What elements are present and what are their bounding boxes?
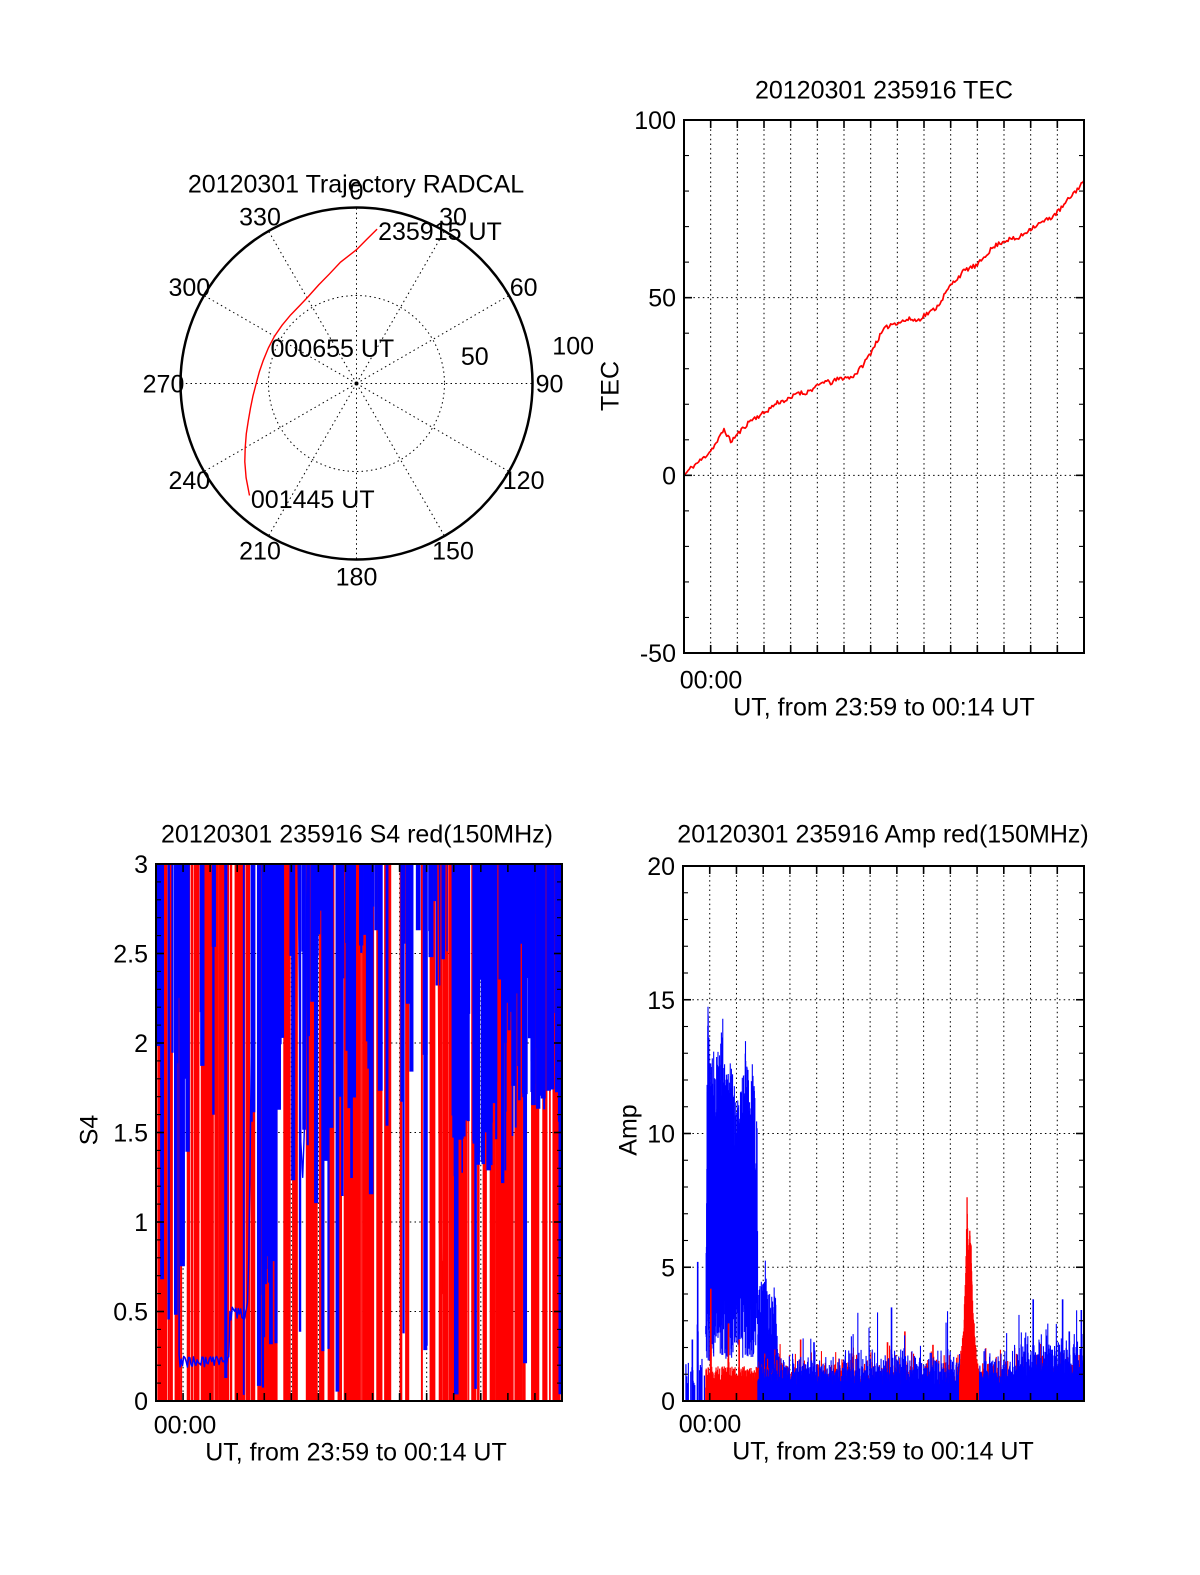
s4-ylabel: S4: [75, 1114, 104, 1146]
trajectory-line: [244, 228, 378, 496]
azimuth-tick-label: 210: [239, 538, 281, 566]
amp-ytick-label: 5: [661, 1254, 675, 1282]
s4-data: [157, 865, 561, 1400]
azimuth-tick-label: 270: [143, 371, 185, 399]
azimuth-tick-label: 120: [503, 467, 545, 495]
polar-center-marker: [354, 381, 359, 386]
tec-ytick-label: 100: [634, 107, 676, 135]
amp-xlabel: UT, from 23:59 to 00:14 UT: [732, 1437, 1034, 1466]
radial-tick-label: 100: [552, 332, 594, 360]
s4-xlabel: UT, from 23:59 to 00:14 UT: [205, 1438, 507, 1467]
s4-ytick-label: 1: [134, 1209, 148, 1237]
tec-xlabel: UT, from 23:59 to 00:14 UT: [733, 693, 1035, 722]
azimuth-spoke: [203, 383, 357, 472]
trajectory-time-annotation: 000655 UT: [270, 335, 394, 363]
s4-title: 20120301 235916 S4 red(150MHz): [161, 820, 553, 849]
azimuth-tick-label: 240: [168, 467, 210, 495]
tec-xtick-label: 00:00: [679, 666, 743, 695]
s4-ytick-label: 2: [134, 1030, 148, 1058]
amp-axes: 20 15 10 5 0: [647, 853, 1085, 1416]
tec-curve: [685, 180, 1083, 476]
tec-grid: [684, 120, 1084, 653]
tec-ylabel: TEC: [596, 361, 625, 411]
azimuth-spoke: [268, 383, 357, 537]
amp-ytick-label: 10: [647, 1121, 675, 1149]
s4-ytick-label: 0: [134, 1388, 148, 1416]
amp-ylabel: Amp: [614, 1104, 643, 1156]
amp-title: 20120301 235916 Amp red(150MHz): [677, 820, 1089, 849]
elevation-ring-50: [268, 295, 445, 472]
azimuth-tick-label: 300: [168, 274, 210, 302]
azimuth-tick-label: 180: [336, 564, 378, 592]
s4-axes: 3 2.5 2 1.5 1 0.5 0: [113, 851, 563, 1416]
s4-ytick-label: 2.5: [113, 941, 148, 969]
azimuth-spoke: [356, 295, 510, 384]
trajectory-polar-plot: 0 30 60 90 120 150 180 210 240 270 300 330 50 100 2359…: [143, 178, 594, 592]
s4-ytick-label: 0.5: [113, 1299, 148, 1327]
azimuth-tick-label: 150: [432, 538, 474, 566]
amp-ytick-label: 15: [647, 987, 675, 1015]
polar-outer-circle: [179, 206, 534, 561]
s4-ytick-label: 3: [134, 851, 148, 879]
amp-ytick-label: 0: [661, 1388, 675, 1416]
azimuth-tick-label: 30: [439, 203, 467, 231]
azimuth-spoke: [356, 383, 445, 537]
s4-ytick-label: 1.5: [113, 1120, 148, 1148]
tec-ytick-label: 50: [648, 285, 676, 313]
amp-ytick-label: 20: [647, 853, 675, 881]
tec-ytick-label: 0: [662, 462, 676, 490]
tec-axes: 100 50 0 -50: [634, 107, 1085, 668]
amp-xtick-label: 00:00: [678, 1410, 742, 1439]
tec-title: 20120301 235916 TEC: [754, 76, 1014, 105]
azimuth-spoke: [268, 230, 357, 384]
trajectory-time-annotation: 235915 UT: [378, 218, 502, 246]
azimuth-tick-label: 90: [536, 371, 564, 399]
radial-tick-label: 50: [461, 343, 489, 371]
trajectory-time-annotation: 001445 UT: [251, 486, 375, 514]
azimuth-spoke: [203, 295, 357, 384]
tec-ytick-label: -50: [640, 640, 676, 668]
azimuth-spoke: [356, 230, 445, 384]
amp-data: [685, 1006, 1083, 1400]
azimuth-tick-label: 0: [350, 178, 364, 206]
azimuth-spoke: [356, 383, 510, 472]
azimuth-tick-label: 330: [239, 203, 281, 231]
trajectory-title: 20120301 Trajectory RADCAL: [187, 170, 525, 199]
s4-xtick-label: 00:00: [153, 1411, 217, 1440]
azimuth-tick-label: 60: [510, 274, 538, 302]
